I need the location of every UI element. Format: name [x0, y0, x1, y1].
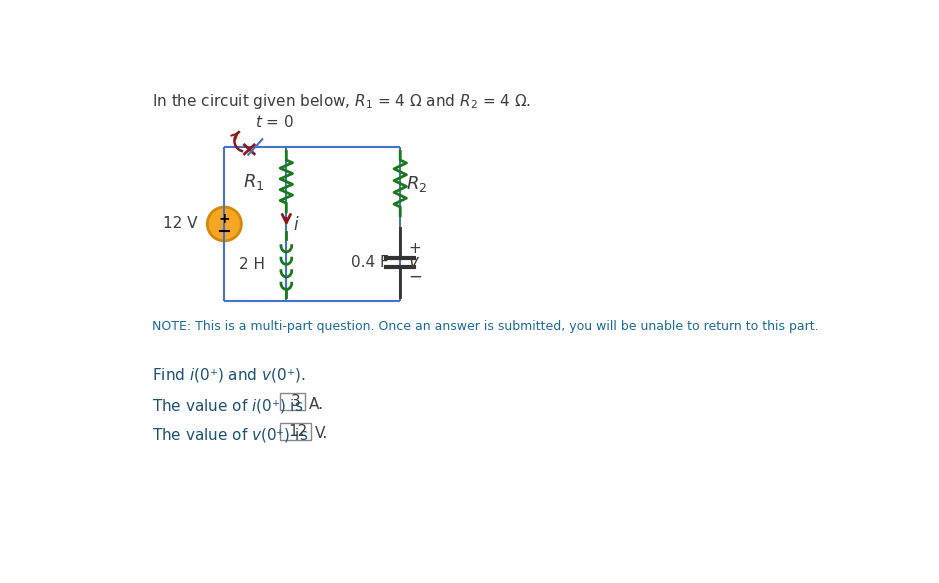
Text: $t$ = 0: $t$ = 0 — [255, 114, 295, 130]
Text: 3: 3 — [291, 394, 301, 409]
Text: The value of $\mathit{i}$(0⁺) is: The value of $\mathit{i}$(0⁺) is — [152, 397, 304, 415]
Text: $R_1$: $R_1$ — [243, 171, 265, 192]
Text: NOTE: This is a multi-part question. Once an answer is submitted, you will be un: NOTE: This is a multi-part question. Onc… — [152, 320, 819, 333]
Bar — [280, 394, 305, 410]
Text: $v$: $v$ — [408, 254, 420, 272]
Text: +: + — [219, 212, 230, 226]
Text: In the circuit given below, $\mathit{R}_1$ = 4 Ω and $\mathit{R}_2$ = 4 Ω.: In the circuit given below, $\mathit{R}_… — [152, 92, 531, 111]
Text: The value of $\mathit{v}$(0⁺) is: The value of $\mathit{v}$(0⁺) is — [152, 426, 309, 444]
Text: 12: 12 — [288, 424, 307, 438]
Text: Find $\mathit{i}$(0⁺) and $\mathit{v}$(0⁺).: Find $\mathit{i}$(0⁺) and $\mathit{v}$(0… — [152, 366, 306, 384]
Text: 12 V: 12 V — [162, 216, 197, 231]
Text: $R_2$: $R_2$ — [407, 174, 427, 194]
Text: $i$: $i$ — [293, 216, 299, 234]
Circle shape — [208, 207, 241, 241]
Text: +: + — [408, 241, 421, 256]
Text: 2 H: 2 H — [239, 257, 265, 272]
Text: 0.4 F: 0.4 F — [351, 255, 389, 270]
Text: −: − — [408, 268, 422, 285]
Text: A.: A. — [309, 397, 324, 412]
Bar — [280, 423, 311, 440]
Text: V.: V. — [315, 426, 329, 441]
